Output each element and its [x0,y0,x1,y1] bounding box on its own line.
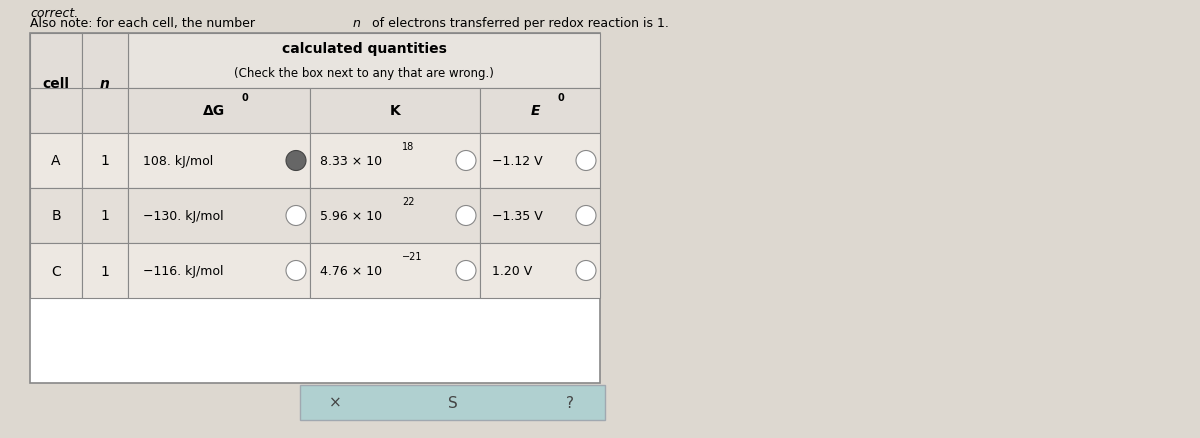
Text: ×: × [329,395,341,410]
Text: −1.35 V: −1.35 V [492,209,542,223]
Text: E: E [530,104,540,118]
Text: calculated quantities: calculated quantities [282,42,446,57]
Text: 1: 1 [101,264,109,278]
Circle shape [286,261,306,281]
Text: −130. kJ/mol: −130. kJ/mol [143,209,223,223]
Bar [310,134,480,189]
Bar [30,244,82,298]
Text: 0: 0 [558,93,565,103]
Circle shape [286,151,306,171]
Text: 108. kJ/mol: 108. kJ/mol [143,155,214,168]
Text: of electrons transferred per redox reaction is 1.: of electrons transferred per redox react… [368,18,668,30]
Text: C: C [52,264,61,278]
Text: correct.: correct. [30,7,78,21]
Text: n: n [100,77,110,91]
Text: 1: 1 [101,209,109,223]
Text: 8.33 × 10: 8.33 × 10 [320,155,382,168]
Bar [480,134,600,189]
Bar [128,134,310,189]
Bar [310,189,480,244]
Text: ?: ? [566,395,574,410]
Bar [30,34,600,383]
Text: n: n [353,18,361,30]
Bar [82,89,128,134]
Text: K: K [390,104,401,118]
Circle shape [576,206,596,226]
Circle shape [286,206,306,226]
Circle shape [456,261,476,281]
Bar [82,34,128,134]
Circle shape [576,261,596,281]
Bar [128,89,310,134]
Text: 18: 18 [402,142,414,152]
Bar [128,189,310,244]
Text: −21: −21 [402,252,422,262]
Text: −116. kJ/mol: −116. kJ/mol [143,265,223,277]
Text: (Check the box next to any that are wrong.): (Check the box next to any that are wron… [234,67,494,80]
Text: −1.12 V: −1.12 V [492,155,542,168]
Bar [310,244,480,298]
Bar [82,134,128,189]
Text: 0: 0 [241,93,247,103]
Bar [128,34,600,89]
Bar [30,34,82,134]
Bar [480,189,600,244]
Bar [30,189,82,244]
Bar [30,134,82,189]
Text: 4.76 × 10: 4.76 × 10 [320,265,382,277]
Text: cell: cell [42,77,70,91]
Text: S: S [448,395,457,410]
Bar [82,244,128,298]
Circle shape [576,151,596,171]
Text: ΔG: ΔG [203,104,226,118]
Bar [310,89,480,134]
Text: A: A [52,154,61,168]
Text: 1.20 V: 1.20 V [492,265,533,277]
Text: 22: 22 [402,197,414,207]
Bar [128,244,310,298]
Text: B: B [52,209,61,223]
Text: 1: 1 [101,154,109,168]
Bar [300,385,605,420]
Bar [480,89,600,134]
Circle shape [456,151,476,171]
Bar [82,189,128,244]
Bar [480,244,600,298]
Circle shape [456,206,476,226]
Text: Also note: for each cell, the number: Also note: for each cell, the number [30,18,259,30]
Text: 5.96 × 10: 5.96 × 10 [320,209,382,223]
Bar [30,89,82,134]
